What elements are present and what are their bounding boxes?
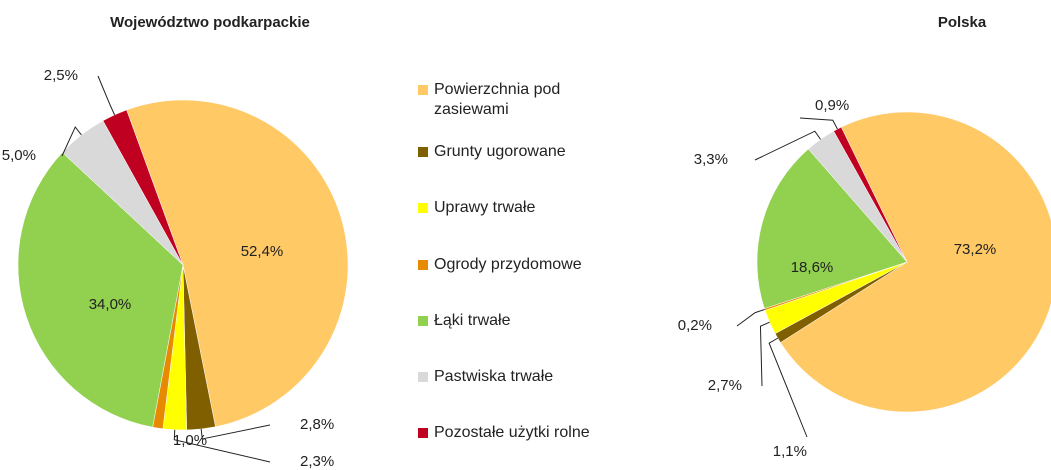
- data-label: 52,4%: [241, 243, 284, 260]
- data-label: 1,0%: [173, 432, 207, 449]
- leader-line: [200, 424, 271, 440]
- legend-label: Łąki trwałe: [434, 312, 511, 329]
- leader-line: [173, 429, 271, 463]
- leader-line: [768, 337, 808, 438]
- data-label: 5,0%: [2, 147, 36, 164]
- legend-label: Pozostałe użytki rolne: [434, 424, 590, 441]
- pie-slice: [17, 152, 184, 428]
- legend-label: Uprawy trwałe: [434, 199, 536, 216]
- legend-label: Ogrody przydomowe: [434, 256, 582, 273]
- data-label: 2,3%: [300, 453, 334, 470]
- legend-swatch: [418, 372, 428, 382]
- leader-line: [754, 130, 821, 161]
- leader-line: [97, 75, 116, 116]
- data-label: 34,0%: [89, 296, 132, 313]
- leader-line: [736, 308, 765, 327]
- data-label: 0,2%: [678, 317, 712, 334]
- legend-label: Powierzchnia pod zasiewami: [434, 81, 561, 118]
- data-label: 2,5%: [44, 67, 78, 84]
- data-label: 0,9%: [815, 97, 849, 114]
- legend-swatch: [418, 428, 428, 438]
- data-label: 18,6%: [791, 259, 834, 276]
- leader-line: [61, 126, 82, 157]
- leader-line: [799, 117, 838, 130]
- data-label: 1,1%: [773, 443, 807, 460]
- data-label: 73,2%: [954, 241, 997, 258]
- pie-slice: [102, 109, 184, 266]
- pie-slice: [833, 126, 908, 263]
- legend-swatch: [418, 85, 428, 95]
- chart-title: Województwo podkarpackie: [110, 14, 310, 31]
- legend-swatch: [418, 147, 428, 157]
- legend-swatch: [418, 316, 428, 326]
- data-label: 3,3%: [694, 151, 728, 168]
- legend-label: Pastwiska trwałe: [434, 368, 554, 385]
- chart-title: Polska: [938, 14, 987, 31]
- legend-swatch: [418, 260, 428, 270]
- data-label: 2,8%: [300, 416, 334, 433]
- legend-label: Grunty ugorowane: [434, 143, 566, 160]
- leader-line: [759, 321, 770, 387]
- pie-slice: [756, 148, 908, 309]
- pie-slice: [780, 111, 1051, 413]
- legend-swatch: [418, 203, 428, 213]
- pie-slice: [126, 99, 349, 428]
- data-label: 2,7%: [708, 377, 742, 394]
